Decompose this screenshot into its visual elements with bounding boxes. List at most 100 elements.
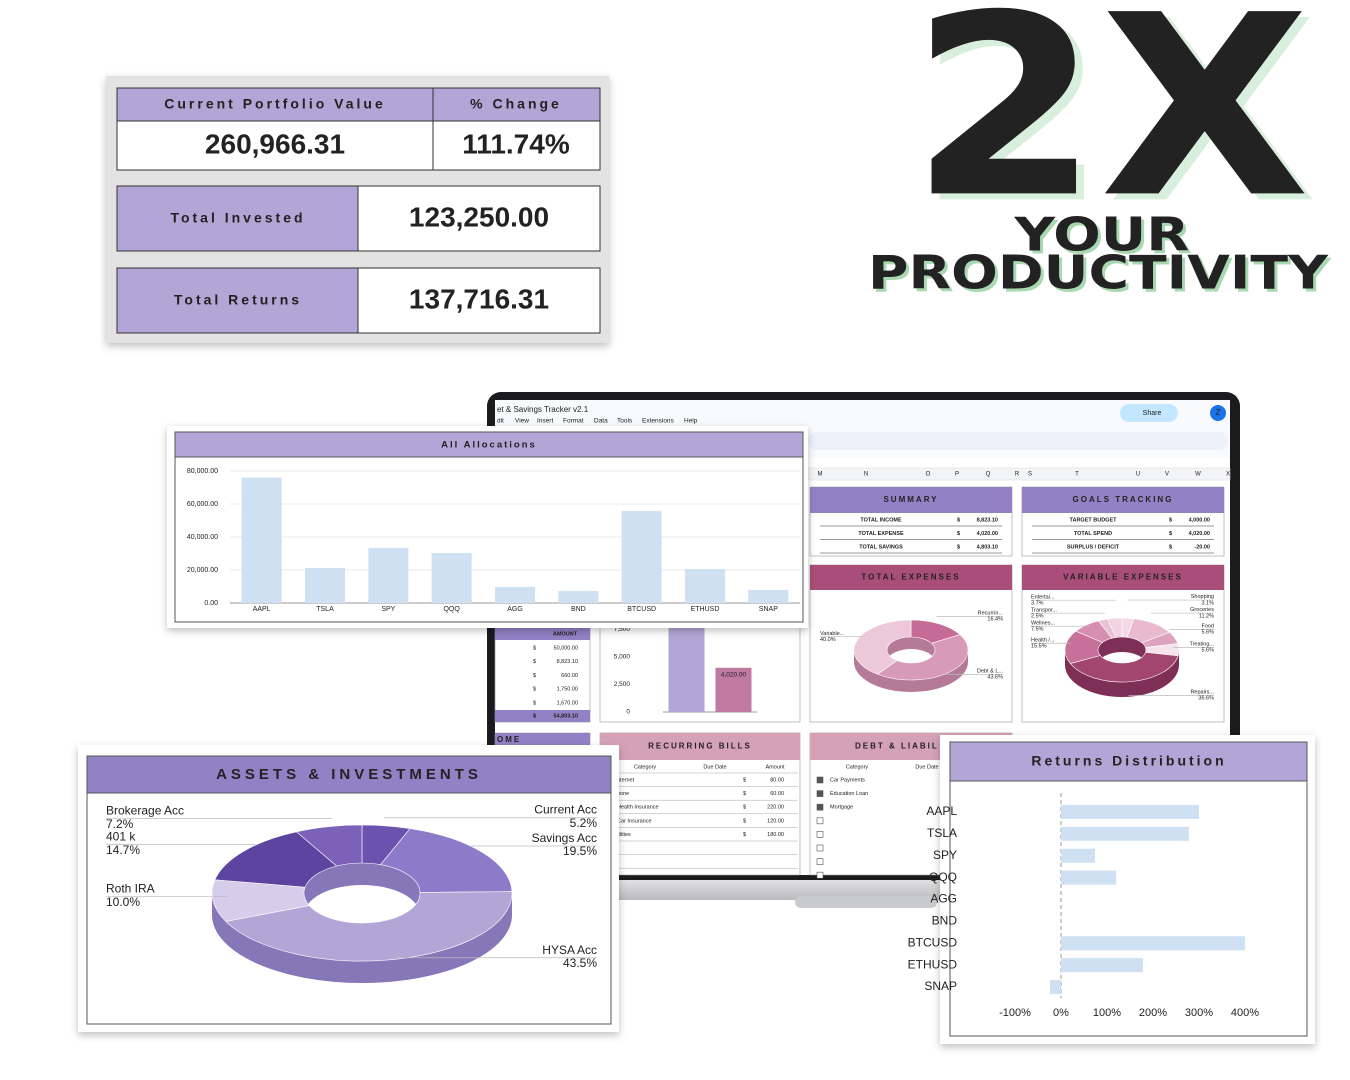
slice-label: Repairs... <box>1190 690 1214 696</box>
checkbox[interactable] <box>816 817 824 825</box>
panel-title: OME <box>497 735 521 744</box>
column-letter: T <box>1075 472 1079 478</box>
summary-value: 8,823.10 <box>977 517 998 523</box>
column-letter: U <box>1136 472 1140 478</box>
chart-title: Returns Distribution <box>1031 753 1226 769</box>
panel-title: RECURRING BILLS <box>648 742 752 751</box>
slice <box>225 891 513 962</box>
slice-value-label: 40.0% <box>820 637 836 643</box>
x-tick-label: 200% <box>1139 1007 1167 1019</box>
slice-value-label: 11.2% <box>1199 613 1214 619</box>
y-tick-label: 5,000 <box>614 654 631 661</box>
assets-card: ASSETS & INVESTMENTS Brokerage Acc7.2%401… <box>78 745 619 1032</box>
debt-name: Education Loan <box>830 791 868 797</box>
x-tick-label: BTCUSD <box>627 606 656 613</box>
checkbox[interactable] <box>816 790 824 797</box>
y-tick-label: 80,000.00 <box>187 468 218 475</box>
amount-value: 1,670.00 <box>557 700 578 706</box>
slice-value-label: 5.6% <box>1201 648 1214 654</box>
slice-label: 401 k <box>106 830 136 844</box>
y-tick-label: 7,500 <box>614 626 631 633</box>
y-tick-label: BTCUSD <box>908 935 958 949</box>
debt-name: Mortgage <box>830 805 853 811</box>
summary-label: TOTAL INCOME <box>860 517 902 523</box>
bar <box>748 589 789 603</box>
card-frame <box>949 741 1308 1037</box>
y-tick-label: 2,500 <box>614 681 631 688</box>
column-head: Amount <box>766 764 785 770</box>
slice-label: Groceries <box>1190 607 1214 613</box>
summary-label: TOTAL EXPENSE <box>858 531 904 537</box>
bill-amount: 120.00 <box>767 818 784 824</box>
currency: $ <box>743 832 746 838</box>
checkbox[interactable] <box>816 831 824 838</box>
checkbox[interactable] <box>816 776 824 784</box>
checkbox[interactable] <box>816 844 824 852</box>
bar <box>685 569 725 603</box>
bar <box>1061 936 1245 951</box>
card-header <box>949 741 1308 782</box>
x-tick-label: 300% <box>1185 1007 1213 1019</box>
slice-value-label: 7.2% <box>106 817 134 831</box>
bar <box>431 553 472 603</box>
bar <box>621 510 662 603</box>
summary-value: 4,020.00 <box>1189 531 1210 537</box>
column-letter: V <box>1165 472 1169 478</box>
checkbox[interactable] <box>816 871 824 879</box>
menu-item: Format <box>563 418 584 425</box>
slice-value-label: 43.5% <box>563 956 597 970</box>
slice <box>876 634 969 681</box>
data-label: 4,020.00 <box>721 671 747 678</box>
slice-label: Savings Acc <box>532 831 597 845</box>
bar <box>368 548 409 603</box>
panel-header <box>810 487 1012 513</box>
value-cell <box>357 185 601 252</box>
share-button[interactable] <box>1120 404 1178 422</box>
column-letter: X <box>1226 472 1230 478</box>
checkbox[interactable] <box>816 858 824 865</box>
checkbox[interactable] <box>816 803 824 811</box>
value-cell <box>116 120 434 171</box>
x-tick-label: QQQ <box>443 606 460 613</box>
bar <box>1061 826 1189 841</box>
bill-amount: 180.00 <box>767 832 784 838</box>
y-tick-label: AGG <box>930 892 957 906</box>
slice-label: Roth IRA <box>106 882 155 896</box>
slice <box>1107 617 1123 638</box>
bar <box>241 477 282 603</box>
slice-value-label: 14.7% <box>106 843 140 857</box>
column-letter: O <box>926 472 931 478</box>
column-letter: R <box>1015 472 1020 478</box>
currency: $ <box>743 818 746 824</box>
value-text: 111.74% <box>462 128 570 159</box>
slice-value-label: 16.4% <box>987 617 1003 623</box>
y-tick-label: AAPL <box>926 804 957 818</box>
currency: $ <box>533 700 536 706</box>
slice-label: Current Acc <box>534 803 597 817</box>
panel-title: DEBT & LIABIL <box>855 742 939 751</box>
bill-name: Car Insurance <box>617 818 652 824</box>
panel-title: VARIABLE EXPENSES <box>1063 573 1183 582</box>
slice-value-label: 19.5% <box>563 844 597 858</box>
x-tick-label: AGG <box>507 606 523 613</box>
currency: $ <box>533 713 536 719</box>
slice <box>295 824 363 867</box>
summary-label: TOTAL SAVINGS <box>859 544 903 550</box>
column-letter: S <box>1028 472 1032 478</box>
portfolio-card: Current Portfolio Value 260,966.31 % Chang… <box>106 76 609 343</box>
bill-name: Health Insurance <box>617 805 659 811</box>
bill-name: nternet <box>617 777 635 783</box>
slice-value-label: 3.1% <box>1201 600 1214 606</box>
menu-item: Data <box>594 418 608 425</box>
card-header <box>86 755 612 794</box>
avatar <box>1210 405 1226 421</box>
slice <box>380 828 513 893</box>
slice-label: Recurrin... <box>978 611 1004 617</box>
panel-title: SUMMARY <box>883 495 938 504</box>
label-cell <box>116 267 359 334</box>
column-letter: N <box>864 472 868 478</box>
slice-label: HYSA Acc <box>542 943 597 957</box>
bar <box>1061 958 1143 973</box>
bar <box>715 667 752 712</box>
